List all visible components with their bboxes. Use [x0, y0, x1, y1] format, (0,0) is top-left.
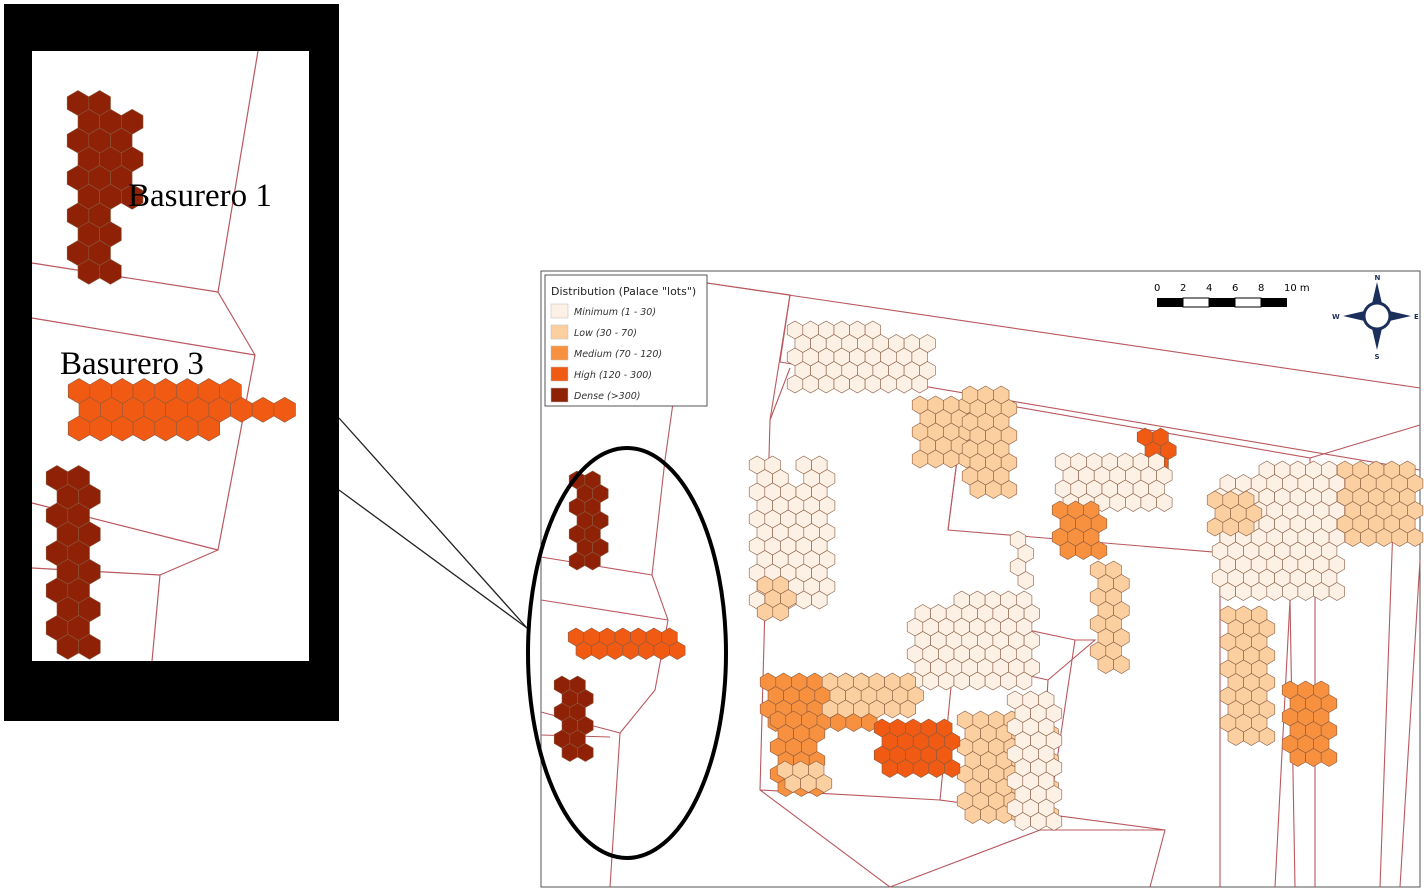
- hex-cell-minimum: [911, 374, 928, 394]
- main-map: Distribution (Palace "lots") Minimum (1 …: [526, 270, 1424, 888]
- hex-cell-minimum: [811, 590, 828, 610]
- scale-seg-3: [1209, 298, 1235, 307]
- hex-cell-dense: [121, 183, 144, 210]
- legend-swatch-minimum: [550, 303, 569, 319]
- hex-cell-minimum: [1328, 582, 1345, 601]
- main-hex-grid: [553, 320, 1424, 831]
- hex-cell-medium: [1320, 748, 1338, 767]
- scale-label-3: 6: [1232, 283, 1238, 294]
- legend: Distribution (Palace "lots") Minimum (1 …: [544, 274, 708, 407]
- hex-cell-medium: [1090, 541, 1108, 560]
- legend-swatch-high: [550, 366, 569, 382]
- scale-seg-2: [1182, 297, 1210, 308]
- scale-label-4: 8: [1258, 283, 1264, 294]
- hex-cell-high: [944, 759, 961, 778]
- legend-items: Minimum (1 - 30) Low (30 - 70) Medium (70 …: [550, 303, 662, 403]
- legend-label-high: High (120 - 300): [574, 370, 652, 381]
- scale-label-0: 0: [1154, 283, 1160, 294]
- legend-box: [544, 274, 708, 407]
- legend-swatch-low: [550, 324, 569, 340]
- hex-cell-low: [1258, 727, 1276, 746]
- legend-label-minimum: Minimum (1 - 30): [574, 307, 656, 318]
- legend-title: Distribution (Palace "lots"): [551, 285, 696, 298]
- hex-cell-minimum: [1017, 571, 1034, 590]
- hex-cell-low: [899, 699, 917, 719]
- inset-label-basurero-1: Basurero 1: [128, 178, 272, 214]
- compass-n: N: [1375, 274, 1381, 282]
- inset-hex-grid: [45, 90, 296, 660]
- hex-cell-minimum: [1156, 493, 1173, 512]
- hex-cell-dense: [584, 551, 601, 571]
- highlight-ellipse: [526, 446, 728, 860]
- legend-swatch-dense: [550, 387, 569, 403]
- scale-seg-1: [1157, 298, 1183, 307]
- scale-label-2: 4: [1206, 283, 1212, 294]
- hex-cell-low: [815, 774, 833, 793]
- hex-cell-minimum: [1045, 812, 1063, 831]
- legend-label-low: Low (30 - 70): [574, 328, 637, 339]
- hex-cell-low: [1238, 517, 1255, 537]
- hex-cell-high: [273, 396, 296, 423]
- scale-seg-5: [1261, 298, 1287, 307]
- scale-bar-labels: 0 2 4 6 8 10 m: [1154, 283, 1310, 294]
- zoom-connector-lines: [338, 417, 528, 629]
- scale-label-1: 2: [1180, 283, 1186, 294]
- scale-bar: 0 2 4 6 8 10 m: [1154, 283, 1310, 308]
- hex-cell-minimum: [1015, 671, 1033, 691]
- hex-cell-low: [1407, 528, 1424, 547]
- legend-label-dense: Dense (>300): [574, 391, 641, 402]
- hex-cell-dense: [99, 258, 122, 285]
- hex-cell-high: [669, 641, 686, 660]
- hex-cell-low: [1113, 655, 1130, 674]
- inset-panel: Basurero 1 Basurero 3: [4, 4, 339, 721]
- legend-label-medium: Medium (70 - 120): [574, 349, 662, 360]
- compass-w: W: [1332, 313, 1340, 321]
- compass-s: S: [1375, 353, 1380, 361]
- scale-seg-4: [1234, 297, 1262, 308]
- hex-cell-high: [197, 415, 220, 442]
- north-arrow-compass-icon: N S E W: [1332, 274, 1419, 361]
- inset-label-basurero-3: Basurero 3: [60, 346, 204, 382]
- hex-cell-low: [772, 602, 789, 622]
- hex-cell-dense: [577, 743, 594, 762]
- hex-cell-low: [1000, 480, 1018, 499]
- hex-cell-dense: [78, 633, 101, 660]
- scale-label-5: 10 m: [1284, 283, 1310, 294]
- compass-e: E: [1414, 313, 1419, 321]
- legend-swatch-medium: [550, 345, 569, 361]
